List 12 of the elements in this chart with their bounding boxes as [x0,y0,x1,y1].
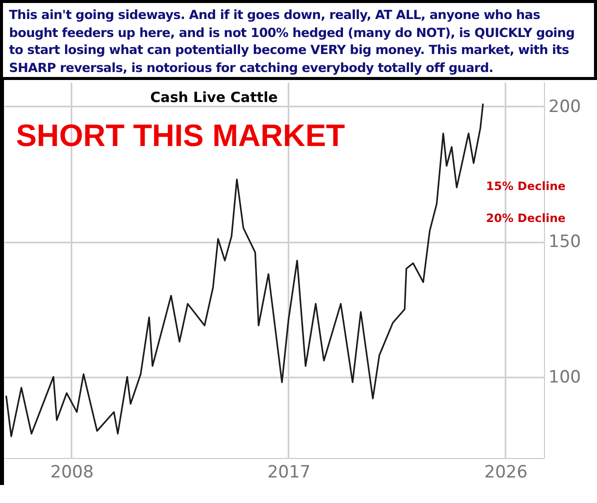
x-tick-label: 2017 [267,462,311,482]
line-series [5,102,484,438]
chart-subtitle: This ain't going sideways. And if it goes down, really, AT ALL, anyone who has bought feeders up here, and is not 100% hedged (many do NOT), is QUICKLY going to start losing what can potentially become VERY big money. This market, with its SHARP reversals, is notorious for catching everybody totally off guard. [0,0,597,80]
y-tick-label: 200 [548,96,581,117]
x-tick-label: 2026 [484,462,528,482]
annotation: 15% Decline [486,179,566,193]
y-tick-label: 100 [548,367,581,388]
annotation: 20% Decline [486,211,566,225]
y-tick-label: 150 [548,232,581,252]
annotation: SHORT THIS MARKET [16,118,345,153]
text: Cash Live Cattle [150,90,278,106]
x-tick-label: 2008 [50,462,94,482]
